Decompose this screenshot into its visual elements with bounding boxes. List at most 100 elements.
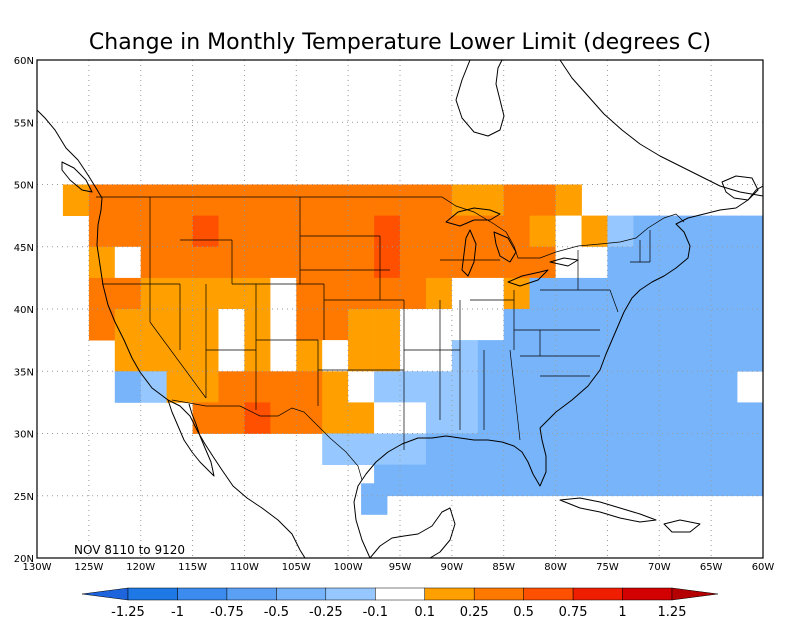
anomaly-cell (555, 309, 582, 341)
anomaly-cell (425, 184, 453, 216)
anomaly-cell (322, 402, 349, 434)
colorbar-label: 0.5 (513, 605, 534, 618)
anomaly-cell (296, 246, 323, 279)
anomaly-cell (763, 402, 789, 434)
anomaly-cell (737, 402, 763, 434)
colorbar-label: 1 (618, 605, 626, 618)
anomaly-cell (789, 340, 800, 372)
anomaly-cell (477, 402, 505, 434)
anomaly-cell (400, 309, 427, 341)
anomaly-cell (374, 277, 401, 310)
anomaly-cell (503, 184, 530, 216)
lat-tick-label: 60N (14, 56, 34, 67)
anomaly-cell (555, 464, 582, 497)
anomaly-cell (192, 402, 219, 434)
anomaly-cell (737, 464, 763, 497)
anomaly-cell (425, 433, 453, 465)
anomaly-cell (400, 402, 427, 434)
anomaly-cell (348, 309, 375, 341)
anomaly-cell (270, 340, 297, 372)
anomaly-cell (529, 371, 556, 403)
latitude-tick-labels: 20N 25N 30N 35N 40N 45N 50N 55N 60N (14, 56, 34, 565)
lon-tick-label: 100W (334, 562, 363, 573)
anomaly-cell (685, 433, 712, 465)
anomaly-cell (503, 246, 530, 279)
anomaly-cell (607, 464, 634, 497)
state-borders (102, 197, 651, 450)
colorbar-label: -0.1 (363, 605, 388, 618)
anomaly-cell (400, 215, 427, 248)
lon-tick-label: 120W (126, 562, 155, 573)
anomaly-cell (114, 246, 142, 279)
anomaly-cell (711, 340, 738, 372)
anomaly-cell (763, 247, 789, 278)
anomaly-cell (763, 278, 789, 310)
anomaly-cell (633, 277, 660, 310)
anomaly-cell (425, 340, 453, 372)
anomaly-cell (322, 433, 349, 465)
anomaly-cell (400, 464, 427, 497)
anomaly-cell (425, 371, 453, 403)
anomaly-cell (685, 340, 712, 372)
anomaly-cell (555, 215, 582, 248)
anomaly-cell (114, 184, 142, 216)
anomaly-cell (529, 184, 556, 216)
anomaly-cell (607, 402, 634, 434)
anomaly-cell (348, 246, 375, 279)
anomaly-cell (581, 464, 608, 497)
anomaly-cell (166, 371, 193, 403)
anomaly-cell (789, 309, 800, 341)
anomaly-cell (737, 340, 763, 372)
anomaly-cell (218, 184, 245, 216)
anomaly-cell (400, 277, 427, 310)
anomaly-cell (348, 402, 375, 434)
lon-tick-label: 90W (441, 562, 464, 573)
anomaly-cell (425, 246, 453, 279)
anomaly-cell (555, 184, 582, 216)
anomaly-cell (374, 371, 401, 403)
anomaly-cell (607, 215, 634, 248)
anomaly-cell (685, 309, 712, 341)
anomaly-cell (633, 246, 660, 279)
anomaly-cell (296, 340, 323, 372)
anomaly-cell (737, 246, 763, 279)
anomaly-cell (361, 483, 388, 515)
anomaly-cell (633, 215, 660, 248)
colorbar-label: -0.25 (309, 605, 343, 618)
anomaly-cell (503, 277, 530, 310)
lon-tick-label: 85W (492, 562, 515, 573)
anomaly-cell (140, 309, 167, 341)
anomaly-cell (88, 246, 116, 279)
anomaly-cell (270, 309, 297, 341)
vancouver-island (61, 161, 93, 193)
anomaly-cell (451, 184, 479, 216)
anomaly-cell (400, 340, 427, 372)
anomaly-cell (711, 277, 738, 310)
anomaly-cell (192, 246, 219, 279)
cuba (559, 497, 657, 523)
colorbar-swatch (424, 587, 475, 601)
baja-california (167, 399, 215, 477)
atlantic-coastline (539, 185, 763, 429)
anomaly-cell (425, 464, 453, 497)
plot-frame (36, 59, 764, 559)
anomaly-cell (114, 309, 142, 341)
lon-tick-label: 105W (282, 562, 311, 573)
hispaniola (663, 519, 701, 533)
anomaly-cell (763, 309, 789, 341)
anomaly-cell (555, 433, 582, 465)
lat-tick-label: 30N (14, 430, 34, 441)
anomaly-cell (218, 371, 245, 403)
anomaly-cell (659, 402, 686, 434)
anomaly-cell (296, 277, 323, 310)
colorbar-label: 0.25 (460, 605, 489, 618)
anomaly-cell (633, 433, 660, 465)
anomaly-cell (607, 246, 634, 279)
lon-tick-label: 130W (23, 562, 52, 573)
anomaly-cell (633, 340, 660, 372)
anomaly-cell (88, 215, 116, 248)
anomaly-cell (763, 465, 789, 497)
colorbar-swatch (177, 587, 228, 601)
lat-tick-label: 35N (14, 367, 34, 378)
